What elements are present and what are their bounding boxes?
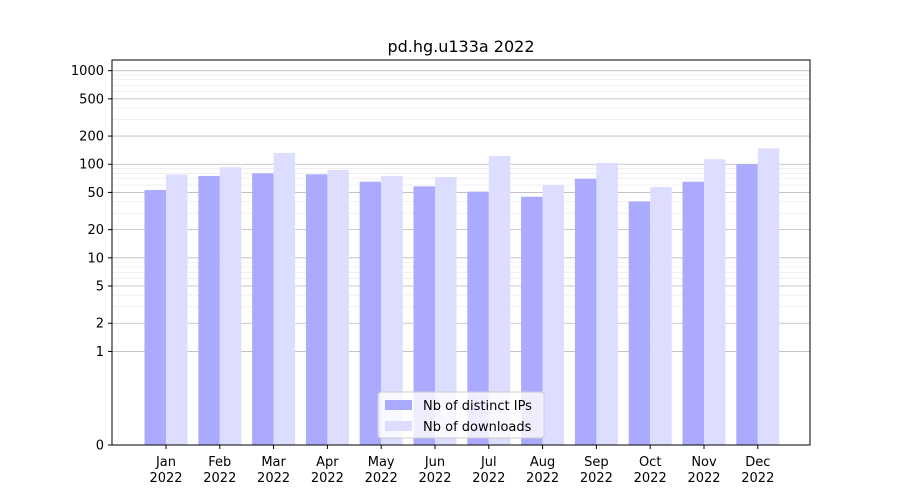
y-tick-label: 1000 — [71, 64, 104, 79]
bar-downloads-jan — [166, 174, 188, 445]
bar-downloads-apr — [327, 169, 349, 445]
bar-distinct-ips-may — [359, 181, 382, 446]
bar-distinct-ips-aug — [521, 196, 543, 445]
bar-distinct-ips-mar — [252, 173, 274, 445]
bar-distinct-ips-oct — [628, 201, 651, 445]
x-tick-label-month: Dec — [745, 455, 770, 470]
y-tick-label: 20 — [87, 223, 104, 238]
bar-distinct-ips-jan — [144, 190, 166, 445]
bar-downloads-feb — [219, 167, 242, 446]
x-axis: Jan2022Feb2022Mar2022Apr2022May2022Jun20… — [149, 445, 774, 486]
legend-swatch — [385, 400, 412, 410]
y-tick-label: 100 — [79, 158, 104, 173]
y-tick-label: 500 — [79, 92, 104, 107]
legend-label: Nb of downloads — [423, 420, 532, 435]
x-tick-label-month: Jan — [155, 455, 176, 470]
chart-title: pd.hg.u133a 2022 — [387, 37, 534, 56]
bar-distinct-ips-jun — [413, 186, 435, 445]
plot-frame — [111, 59, 811, 446]
x-tick-label-month: Apr — [316, 455, 339, 470]
y-tick-label: 50 — [87, 186, 104, 201]
x-tick-label-month: Mar — [261, 455, 286, 470]
x-tick-label-month: Oct — [639, 455, 661, 470]
bar-distinct-ips-nov — [682, 181, 704, 446]
x-tick-label-month: Nov — [691, 455, 717, 470]
x-tick-label-year: 2022 — [418, 471, 451, 486]
x-tick-label-year: 2022 — [203, 471, 236, 486]
y-tick-label: 2 — [96, 317, 104, 332]
legend-label: Nb of distinct IPs — [423, 399, 532, 414]
x-tick-label-year: 2022 — [580, 471, 613, 486]
bar-downloads-jun — [435, 177, 457, 446]
bar-downloads-oct — [650, 187, 672, 445]
bar-distinct-ips-feb — [198, 175, 220, 445]
legend: Nb of distinct IPs Nb of downloads — [377, 391, 545, 439]
x-tick-label-year: 2022 — [634, 471, 667, 486]
x-tick-label-month: Jul — [480, 455, 497, 470]
x-tick-label-month: Jun — [424, 455, 445, 470]
bar-downloads-sep — [596, 163, 618, 445]
x-tick-label-year: 2022 — [365, 471, 398, 486]
bar-downloads-may — [381, 175, 403, 445]
x-tick-label-month: May — [368, 455, 395, 470]
bar-distinct-ips-sep — [574, 178, 597, 446]
bar-downloads-mar — [273, 152, 296, 445]
y-tick-label: 5 — [96, 280, 104, 295]
y-tick-label: 200 — [79, 130, 104, 145]
y-tick-label: 0 — [96, 439, 104, 454]
x-tick-label-year: 2022 — [526, 471, 559, 486]
x-tick-label-year: 2022 — [687, 471, 720, 486]
y-tick-label: 10 — [87, 251, 104, 266]
bar-distinct-ips-dec — [736, 164, 758, 445]
x-tick-label-month: Feb — [208, 455, 231, 470]
bar-downloads-aug — [542, 185, 565, 445]
x-tick-label-year: 2022 — [741, 471, 774, 486]
x-tick-label-year: 2022 — [149, 471, 182, 486]
x-tick-label-month: Aug — [530, 455, 555, 470]
bar-distinct-ips-jul — [467, 191, 489, 445]
x-tick-label-month: Sep — [584, 455, 609, 470]
x-tick-label-year: 2022 — [311, 471, 344, 486]
legend-box — [377, 391, 545, 439]
bar-downloads-nov — [704, 159, 726, 446]
x-tick-label-year: 2022 — [257, 471, 290, 486]
bars — [144, 148, 780, 446]
y-axis: 0 1 2 5 10 20 50 100 200 500 1000 — [71, 64, 112, 454]
legend-swatch — [385, 421, 412, 431]
bar-downloads-jul — [488, 155, 511, 445]
bar-distinct-ips-apr — [305, 174, 328, 445]
x-tick-label-year: 2022 — [472, 471, 505, 486]
y-tick-label: 1 — [96, 345, 104, 360]
bar-downloads-dec — [757, 148, 780, 446]
